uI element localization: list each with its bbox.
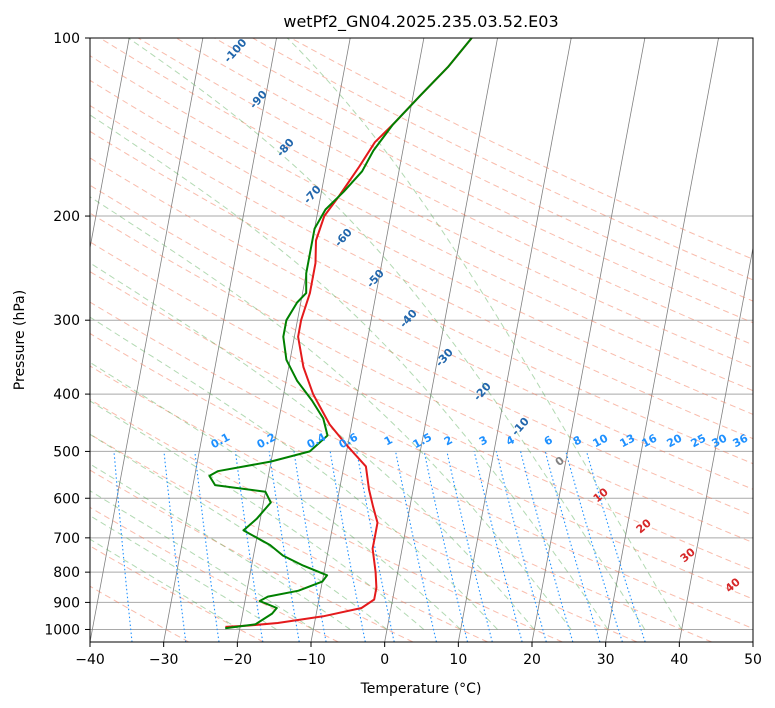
y-tick-label: 1000 (44, 622, 80, 638)
y-tick-label: 500 (53, 444, 80, 460)
dry-adiabat-line (90, 332, 712, 642)
moist-adiabat-line (90, 361, 462, 630)
dry-adiabat-line (99, 38, 753, 369)
isotherm-line (457, 38, 572, 642)
x-tick-label: −40 (75, 652, 105, 668)
y-tick-label: 400 (53, 387, 80, 403)
x-tick-label: 0 (380, 652, 389, 668)
mixing-ratio-label: 30 (710, 431, 730, 450)
dry-adiabat-line (90, 433, 488, 642)
grid-layer (90, 38, 753, 642)
mixing-ratio-line (544, 451, 601, 642)
axis-ticks: −40 −30 −20 −10 0 10 20 30 40 50 100 200 300 400 500 60… (44, 31, 762, 668)
y-tick-label: 900 (53, 595, 80, 611)
x-tick-label: 50 (744, 652, 762, 668)
isotherm-line (678, 245, 753, 642)
isotherm-line (531, 38, 646, 642)
isotherm-line (90, 38, 130, 250)
moist-adiabat-line (90, 433, 388, 630)
moist-adiabat-line (90, 538, 240, 630)
mixing-ratio-label: 36 (731, 431, 751, 450)
isotherm-line (310, 38, 425, 642)
dry-adiabat-line (90, 398, 563, 642)
chart-title: wetPf2_GN04.2025.235.03.52.E03 (283, 12, 558, 32)
x-axis-label: Temperature (°C) (360, 681, 482, 697)
temperature-profile-line (225, 38, 473, 628)
dry-adiabat-line (90, 184, 753, 517)
moist-adiabat-line (286, 38, 683, 630)
mixing-ratio-line (395, 451, 437, 642)
mixing-ratio-line (565, 451, 623, 642)
mixing-ratio-line (473, 451, 523, 642)
y-tick-label: 600 (53, 491, 80, 507)
dry-adiabat-line (90, 506, 339, 642)
moist-adiabat-line (90, 463, 351, 630)
isotherm-line (236, 38, 351, 642)
mixing-ratio-line (495, 451, 547, 642)
mixing-ratio-label: 25 (689, 432, 709, 451)
y-tick-label: 300 (53, 313, 80, 329)
mixing-ratio-line (520, 451, 574, 642)
x-tick-label: 10 (449, 652, 467, 668)
y-tick-label: 700 (53, 531, 80, 547)
plot-frame (89, 37, 754, 643)
dry-adiabat-line (90, 301, 753, 630)
x-tick-label: 40 (670, 652, 688, 668)
mixing-ratio-line (268, 451, 300, 642)
dry-adiabat-line (137, 38, 753, 346)
x-tick-label: 20 (523, 652, 541, 668)
x-tick-label: −30 (149, 652, 179, 668)
mixing-ratio-line (163, 451, 187, 642)
mixing-ratio-label: 10 (591, 431, 611, 450)
moist-adiabat-line (90, 262, 535, 630)
x-tick-label: 30 (597, 652, 615, 668)
mixing-ratio-line (234, 451, 264, 642)
dry-adiabat-line (90, 79, 753, 415)
moist-adiabat-line (90, 114, 609, 630)
mixing-ratio-label: 16 (640, 431, 660, 450)
y-tick-label: 200 (53, 209, 80, 225)
dry-adiabat-line (90, 469, 414, 642)
y-tick-label: 800 (53, 565, 80, 581)
mixing-ratio-line (423, 451, 469, 642)
y-tick-label: 100 (53, 31, 80, 47)
isotherm-line (605, 38, 719, 642)
mixing-ratio-line (194, 451, 220, 642)
mixing-ratio-label: 20 (665, 431, 685, 450)
moist-adiabat-line (90, 196, 572, 630)
isotherm-line (752, 639, 753, 642)
dry-adiabat-line (214, 38, 753, 302)
moist-adiabat-line (128, 38, 646, 630)
mixing-ratio-label: 13 (618, 432, 638, 451)
plot-background (90, 38, 753, 642)
isotherm-line (90, 38, 204, 642)
mixing-ratio-line (585, 451, 646, 642)
isotherm-line (384, 38, 498, 642)
profile-layer (208, 38, 473, 630)
mixing-ratio-line (113, 451, 133, 642)
isotherm-line (163, 38, 277, 642)
dry-adiabat-line (90, 365, 638, 642)
dry-adiabat-line (90, 212, 753, 544)
mixing-ratio-line (446, 451, 493, 642)
x-tick-label: −10 (296, 652, 326, 668)
dewpoint-profile-line (208, 38, 473, 630)
dry-adiabat-line (90, 105, 753, 440)
x-tick-label: −20 (223, 652, 253, 668)
y-axis-label: Pressure (hPa) (12, 290, 28, 390)
